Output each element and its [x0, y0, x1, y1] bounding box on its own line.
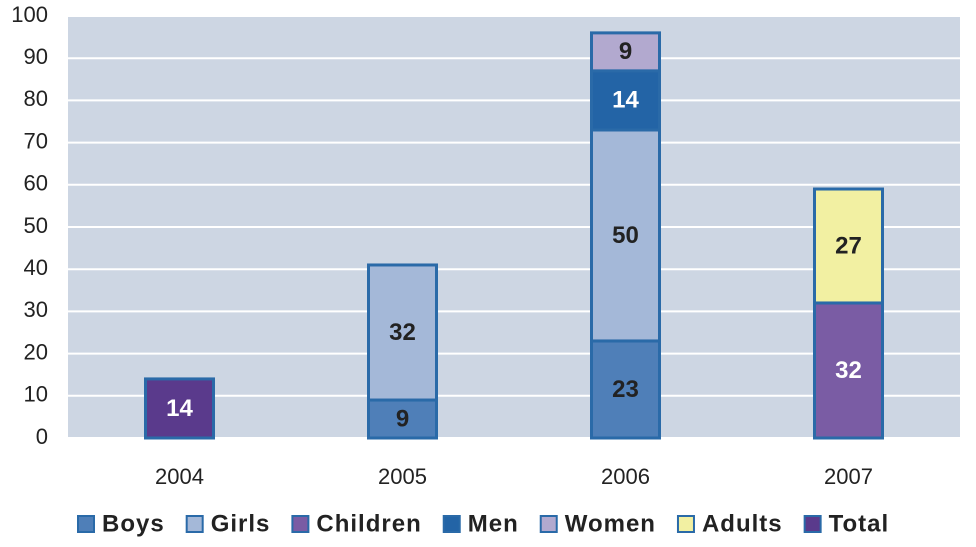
- y-tick-label: 100: [11, 2, 48, 27]
- data-label: 9: [619, 38, 632, 65]
- bar-segment: [813, 301, 884, 440]
- y-tick-label: 50: [24, 213, 48, 238]
- data-label: 14: [166, 395, 193, 422]
- bar-segment: [144, 377, 215, 440]
- data-label: 50: [612, 222, 639, 249]
- bar-segment: [367, 398, 438, 440]
- y-tick-label: 10: [24, 382, 48, 407]
- data-label: 23: [612, 376, 639, 403]
- bar-segment: [367, 263, 438, 402]
- x-tick-label: 2006: [601, 464, 650, 489]
- bar-segment: [590, 69, 661, 132]
- data-label: 14: [612, 87, 639, 114]
- legend-label: Boys: [102, 510, 165, 537]
- legend-label: Total: [829, 510, 890, 537]
- y-tick-label: 60: [24, 171, 48, 196]
- legend-label: Girls: [211, 510, 271, 537]
- x-tick-label: 2005: [378, 464, 427, 489]
- bar-segment: [590, 128, 661, 343]
- y-tick-label: 80: [24, 86, 48, 111]
- legend-swatch: [803, 515, 822, 533]
- x-tick-label: 2007: [824, 464, 873, 489]
- data-label: 27: [835, 232, 862, 259]
- legend-label: Adults: [702, 510, 783, 537]
- x-tick-label: 2004: [155, 464, 204, 489]
- y-tick-label: 70: [24, 128, 48, 153]
- legend-label: Women: [565, 510, 656, 537]
- y-tick-label: 0: [36, 424, 48, 449]
- y-tick-label: 40: [24, 255, 48, 280]
- legend-label: Children: [316, 510, 421, 537]
- legend-label: Men: [468, 510, 519, 537]
- data-label: 9: [396, 405, 409, 432]
- legend-swatch: [291, 515, 310, 533]
- legend-swatch: [77, 515, 95, 533]
- y-tick-label: 90: [24, 44, 48, 69]
- bar-segment: [813, 187, 884, 305]
- data-label: 32: [389, 319, 416, 346]
- data-label: 32: [835, 357, 862, 384]
- bar-segment: [590, 339, 661, 440]
- legend-swatch: [185, 515, 204, 533]
- legend-swatch: [676, 515, 695, 533]
- bar-segment: [590, 31, 661, 73]
- y-tick-label: 20: [24, 339, 48, 364]
- legend-swatch: [539, 515, 558, 533]
- y-tick-label: 30: [24, 297, 48, 322]
- legend-swatch: [442, 515, 461, 533]
